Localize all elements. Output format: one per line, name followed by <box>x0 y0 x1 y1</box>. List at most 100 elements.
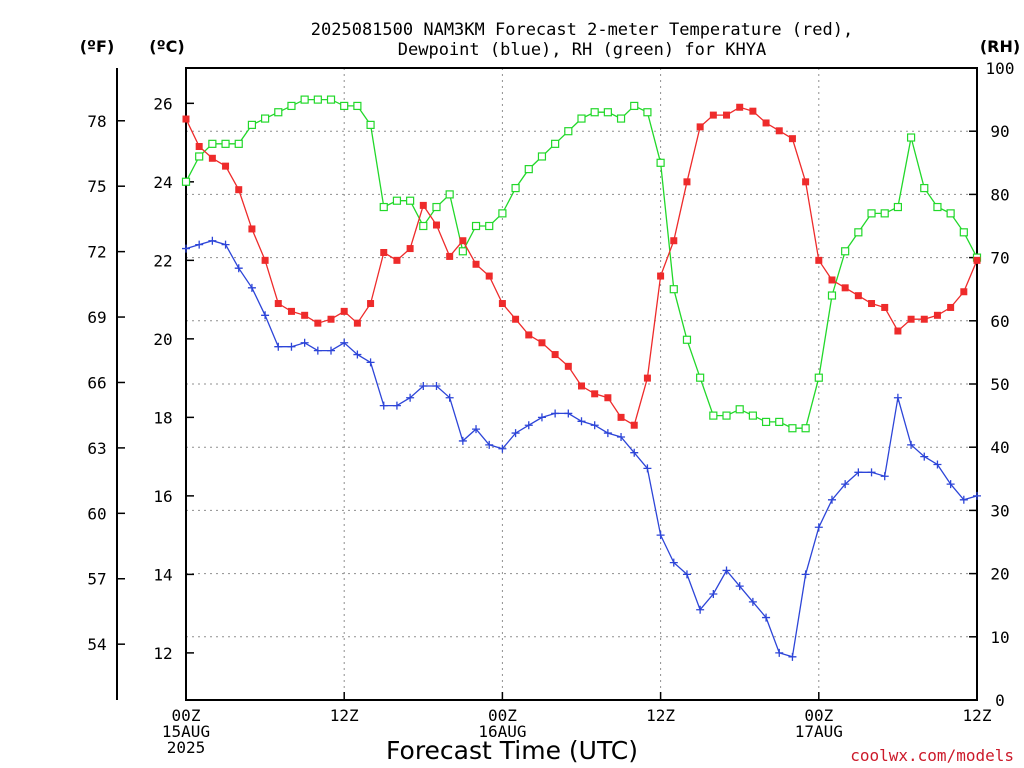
dewpoint-series <box>182 236 981 661</box>
rh-point <box>406 196 415 205</box>
2-meter-temperature-point <box>419 201 427 209</box>
rh-point <box>590 108 599 117</box>
2-meter-temperature-point <box>340 307 348 315</box>
dewpoint-point <box>867 468 876 477</box>
rh-series <box>181 95 982 433</box>
dewpoint-point <box>893 393 902 402</box>
rh-tick-label: 10 <box>990 628 1009 647</box>
rh-point <box>643 108 652 117</box>
celsius-tick-label: 16 <box>153 487 172 506</box>
celsius-tick-label: 14 <box>153 565 172 584</box>
rh-point <box>801 424 810 433</box>
rh-point <box>379 202 388 212</box>
dewpoint-point <box>472 425 481 434</box>
fahrenheit-tick-label: 78 <box>87 112 106 131</box>
dewpoint-point <box>682 570 691 579</box>
dewpoint-point <box>182 244 190 253</box>
dewpoint-point <box>827 495 836 504</box>
time-tick-label: 12Z <box>646 706 675 725</box>
rh-tick-label: 30 <box>990 501 1009 520</box>
2-meter-temperature-point <box>314 319 322 327</box>
celsius-axis: 12 14 16 18 20 22 24 26 <box>153 94 194 663</box>
rh-point <box>577 114 586 123</box>
dewpoint-point <box>485 440 494 449</box>
time-tick-label: 00Z <box>804 706 833 725</box>
2-meter-temperature-point <box>472 260 480 268</box>
rh-point <box>221 139 230 148</box>
rh-point <box>656 158 665 167</box>
rh-point <box>313 95 322 104</box>
2-meter-temperature-point <box>683 178 691 186</box>
rh-point <box>933 202 942 212</box>
time-tick-label: 00Z <box>172 706 201 725</box>
rh-point <box>485 221 494 231</box>
rh-point <box>234 139 243 148</box>
rh-point <box>630 101 639 111</box>
dewpoint-point <box>432 381 441 390</box>
rh-point <box>682 335 692 344</box>
dewpoint-point <box>880 472 889 481</box>
rh-point <box>366 120 375 129</box>
dewpoint-point <box>261 311 270 320</box>
rh-point <box>537 152 547 161</box>
dewpoint-point <box>551 409 560 418</box>
rh-point <box>471 221 481 231</box>
rh-tick-label: 60 <box>990 312 1009 331</box>
2-meter-temperature-point <box>643 374 651 382</box>
2-meter-temperature-line <box>185 106 978 427</box>
2-meter-temperature-point <box>604 394 612 402</box>
2-meter-temperature-point <box>287 307 295 315</box>
celsius-tick-label: 22 <box>153 251 172 270</box>
rh-point <box>274 108 283 117</box>
rh-point <box>195 152 204 161</box>
data-series <box>181 95 982 661</box>
dewpoint-point <box>762 613 771 622</box>
dewpoint-point <box>630 448 639 457</box>
2-meter-temperature-point <box>841 284 849 292</box>
fahrenheit-axis-unit: (ºF) <box>80 37 115 56</box>
rh-point <box>920 183 929 193</box>
rh-point <box>511 183 520 193</box>
rh-point <box>735 405 744 414</box>
2-meter-temperature-point <box>353 319 361 327</box>
rh-point <box>709 411 718 420</box>
celsius-tick-label: 12 <box>153 644 172 663</box>
rh-point <box>287 101 296 111</box>
rh-tick-label: 40 <box>990 438 1009 457</box>
dewpoint-point <box>907 440 916 449</box>
rh-axis-unit: (RH) <box>980 37 1020 56</box>
chart-title-line-1: 2025081500 NAM3KM Forecast 2-meter Tempe… <box>311 20 853 40</box>
rh-point <box>696 373 705 382</box>
rh-point <box>788 424 797 433</box>
2-meter-temperature-point <box>459 237 467 245</box>
celsius-tick-label: 26 <box>153 94 172 113</box>
dewpoint-point <box>300 338 309 347</box>
rh-point <box>722 411 731 420</box>
dewpoint-point <box>748 597 757 606</box>
2-meter-temperature-series <box>182 103 981 429</box>
dewpoint-point <box>498 444 507 453</box>
time-tick-label: 00Z <box>488 706 517 725</box>
rh-axis: 0 10 20 30 40 50 60 70 80 90 100 <box>969 59 1014 710</box>
2-meter-temperature-point <box>485 272 493 280</box>
rh-point <box>893 202 903 212</box>
dewpoint-point <box>353 350 362 359</box>
rh-point <box>419 221 428 231</box>
dewpoint-point <box>656 531 665 540</box>
fahrenheit-axis: 54 57 60 63 66 69 72 75 78 <box>87 112 125 654</box>
2-meter-temperature-point <box>498 300 506 308</box>
2-meter-temperature-point <box>802 178 810 186</box>
dewpoint-point <box>208 236 217 245</box>
dewpoint-point <box>946 480 955 489</box>
celsius-tick-label: 18 <box>153 408 172 427</box>
dewpoint-point <box>854 468 863 477</box>
2-meter-temperature-point <box>301 311 309 319</box>
2-meter-temperature-point <box>274 300 282 308</box>
dewpoint-line <box>185 240 978 658</box>
dewpoint-point <box>933 460 942 469</box>
2-meter-temperature-point <box>222 162 230 170</box>
dewpoint-point <box>643 464 652 473</box>
dewpoint-point <box>524 421 533 430</box>
rh-point <box>353 101 362 111</box>
dewpoint-point <box>287 342 296 351</box>
